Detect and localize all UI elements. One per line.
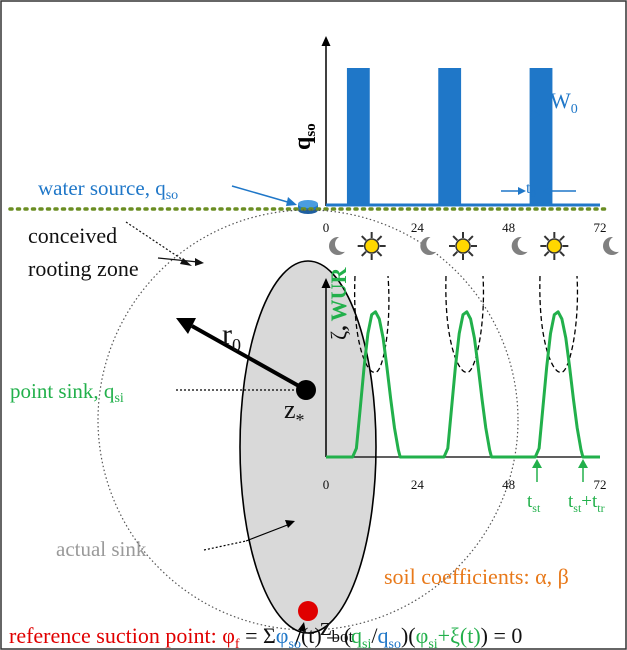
conceived-pointer-2 <box>157 257 199 263</box>
upper-chart: qso W0 t0 0 24 48 72 <box>290 36 607 235</box>
supply-pulse-bar <box>438 68 462 205</box>
duration-arrow-right-head <box>543 187 551 195</box>
pulse-pointer-line <box>533 99 549 116</box>
upper-x-ticks: 0 24 48 72 <box>323 220 607 235</box>
lower-x-tick-label: 0 <box>323 477 330 492</box>
sun-icon <box>540 232 569 260</box>
suction-curve-day1 <box>353 275 390 373</box>
water-source-pointer <box>231 185 292 204</box>
radius-r0-arrow <box>176 318 196 334</box>
lower-y-axis-arrow <box>321 278 331 288</box>
moon-icon <box>329 236 351 255</box>
supply-pulse-bar <box>346 68 370 205</box>
upper-x-tick-label: 48 <box>502 220 515 235</box>
moon-icon <box>511 236 534 255</box>
actual-sink-pointer-1 <box>203 540 247 551</box>
conceived-pointer-1 <box>125 221 187 263</box>
radius-r0-line <box>191 324 307 392</box>
water-source-label: water source, qso <box>38 176 178 203</box>
suction-curve-day2 <box>445 275 485 373</box>
water-source-emitter <box>298 200 318 214</box>
duration-arrow-left-head <box>518 187 526 195</box>
pulse-pointer-arrow <box>530 110 540 120</box>
lower-x-tick-label: 72 <box>594 477 607 492</box>
supply-pulse-bar <box>529 68 553 205</box>
pulse-label-w0: W0 <box>550 88 578 117</box>
actual-sink-label: actual sink <box>56 537 147 561</box>
upper-x-tick-label: 24 <box>411 220 425 235</box>
day-night-icons <box>329 232 625 260</box>
soil-coefficients-label: soil coefficients: α, β <box>384 564 569 589</box>
upper-y-label: qso <box>290 123 319 150</box>
t-end-label: tst+ttr <box>568 491 605 515</box>
lower-x-ticks: 0 24 48 72 <box>323 477 607 492</box>
conceived-arrow-2 <box>195 258 204 266</box>
radius-r0-label: r0 <box>222 318 241 355</box>
t-start-label: tst <box>527 491 541 515</box>
bottom-depth-label: zbot <box>320 612 354 646</box>
duration-label-t0: t0 <box>526 180 536 200</box>
reference-suction-equation: reference suction point: φf = Σφso(t) – … <box>9 623 522 650</box>
bottom-suction-point <box>298 601 318 621</box>
moon-icon <box>603 236 625 255</box>
conceived-label-line2: rooting zone <box>28 256 139 281</box>
sun-icon <box>357 232 386 260</box>
upper-x-tick-label: 72 <box>594 220 607 235</box>
lower-y-label: ζ,WUR <box>326 267 351 340</box>
suction-curve-day3 <box>539 275 579 373</box>
conceived-rooting-zone-circle <box>97 209 519 631</box>
conceived-label-line1: conceived <box>28 223 117 248</box>
sun-icon <box>449 232 477 260</box>
point-sink-depth-label: z* <box>284 395 305 430</box>
lower-x-tick-label: 48 <box>502 477 515 492</box>
upper-x-tick-label: 0 <box>323 220 330 235</box>
t-start-marker-arrow <box>532 459 542 468</box>
actual-sink-arrow <box>285 520 295 528</box>
actual-sink-ellipse <box>239 260 377 634</box>
actual-sink-pointer-2 <box>245 523 291 542</box>
uptake-rate-series <box>326 310 600 459</box>
t-end-marker-arrow <box>578 459 588 468</box>
lower-chart: ζ,WUR 0 24 48 72 tst tst+ttr <box>321 267 607 515</box>
point-sink-marker <box>296 380 316 400</box>
moon-icon <box>420 236 443 255</box>
water-source-arrow <box>286 197 297 206</box>
lower-x-tick-label: 24 <box>411 477 425 492</box>
upper-y-axis-arrow <box>321 36 331 46</box>
point-sink-label: point sink, qsi <box>10 379 124 406</box>
bottom-point-arrow <box>298 622 306 632</box>
